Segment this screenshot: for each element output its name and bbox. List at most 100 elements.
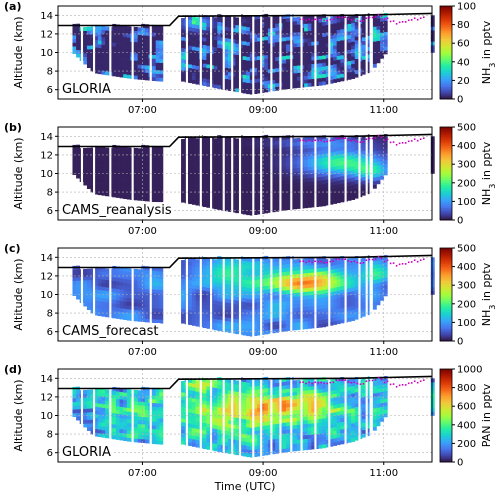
- heatmap-cell: [206, 321, 211, 326]
- heatmap-cell: [137, 45, 142, 50]
- cloud-top-marker: [353, 139, 356, 142]
- heatmap-cell: [336, 29, 341, 34]
- heatmap-cell: [318, 63, 323, 68]
- heatmap-cell: [376, 18, 381, 23]
- heatmap-cell: [286, 315, 290, 320]
- heatmap-cell: [430, 37, 435, 42]
- heatmap-cell: [159, 25, 164, 30]
- heatmap-cell: [271, 299, 276, 304]
- heatmap-cell: [90, 63, 95, 68]
- heatmap-cell: [380, 289, 385, 294]
- heatmap-cell: [249, 211, 254, 216]
- heatmap-cell: [123, 304, 128, 309]
- heatmap-cell: [181, 32, 185, 37]
- heatmap-cell: [144, 402, 149, 407]
- heatmap-cell: [101, 433, 106, 438]
- heatmap-cell: [253, 294, 258, 299]
- heatmap-cell: [275, 302, 280, 307]
- heatmap-cell: [336, 25, 341, 31]
- heatmap-cell: [351, 151, 356, 156]
- heatmap-cell: [260, 330, 265, 335]
- cloud-top-marker: [416, 260, 419, 263]
- heatmap-cell: [72, 38, 77, 43]
- heatmap-cell: [105, 30, 109, 35]
- heatmap-cell: [191, 72, 196, 77]
- heatmap-cell: [314, 18, 319, 23]
- cloud-top-marker: [356, 19, 359, 22]
- cloud-top-marker: [302, 260, 304, 262]
- heatmap-cell: [257, 33, 261, 38]
- heatmap-cell: [235, 322, 240, 327]
- heatmap-cell: [275, 265, 280, 270]
- heatmap-cell: [112, 152, 117, 157]
- heatmap-cell: [264, 146, 269, 151]
- heatmap-cell: [264, 300, 269, 305]
- heatmap-cell: [380, 47, 385, 52]
- heatmap-cell: [235, 164, 240, 169]
- colorbar-segment: [440, 189, 452, 191]
- heatmap-cell: [325, 80, 330, 85]
- heatmap-cell: [231, 24, 236, 29]
- heatmap-cell: [257, 147, 261, 152]
- heatmap-cell: [307, 144, 312, 149]
- colorbar-segment: [440, 61, 452, 64]
- heatmap-cell: [86, 283, 91, 288]
- heatmap-cell: [264, 160, 269, 165]
- heatmap-cell: [311, 78, 316, 83]
- heatmap-cell: [329, 72, 334, 77]
- heatmap-cell: [372, 264, 377, 269]
- heatmap-cell: [76, 276, 81, 281]
- heatmap-cell: [181, 425, 185, 430]
- heatmap-cell: [253, 162, 258, 167]
- heatmap-cell: [231, 281, 236, 286]
- heatmap-cell: [105, 408, 109, 413]
- heatmap-cell: [97, 168, 102, 173]
- heatmap-cell: [362, 184, 366, 189]
- heatmap-cell: [195, 76, 200, 81]
- heatmap-cell: [188, 283, 193, 288]
- heatmap-cell: [83, 159, 88, 164]
- heatmap-cell: [325, 141, 330, 146]
- heatmap-cell: [275, 45, 280, 50]
- heatmap-cell: [181, 51, 185, 56]
- heatmap-cell: [372, 158, 377, 163]
- heatmap-cell: [86, 279, 91, 284]
- heatmap-cell: [217, 289, 222, 294]
- heatmap-cell: [231, 68, 236, 73]
- colorbar-segment: [440, 83, 452, 86]
- heatmap-cell: [271, 193, 276, 198]
- heatmap-cell: [311, 74, 316, 79]
- cloud-top-marker: [423, 137, 425, 139]
- cloud-top-marker: [308, 260, 310, 263]
- heatmap-cell: [264, 267, 269, 272]
- heatmap-cell: [249, 328, 254, 333]
- heatmap-cell: [231, 307, 236, 312]
- heatmap-cell: [286, 73, 290, 78]
- heatmap-cell: [257, 78, 261, 83]
- heatmap-cell: [311, 143, 316, 148]
- heatmap-cell: [253, 166, 258, 171]
- heatmap-cell: [329, 269, 334, 274]
- heatmap-cell: [105, 419, 109, 424]
- heatmap-cell: [191, 79, 196, 84]
- cloud-top-marker: [335, 137, 338, 140]
- heatmap-cell: [72, 170, 77, 175]
- heatmap-cell: [141, 159, 146, 164]
- heatmap-cell: [267, 281, 272, 286]
- heatmap-cell: [134, 268, 138, 273]
- heatmap-cell: [235, 149, 240, 154]
- cloud-top-marker: [377, 13, 380, 16]
- heatmap-cell: [217, 66, 222, 71]
- heatmap-cell: [304, 189, 309, 194]
- heatmap-cell: [296, 149, 301, 154]
- heatmap-cell: [336, 161, 341, 166]
- heatmap-cell: [188, 185, 193, 190]
- colorbar-segment: [440, 198, 452, 201]
- heatmap-cell: [195, 69, 200, 74]
- cloud-top-marker: [395, 23, 398, 25]
- heatmap-cell: [228, 302, 233, 307]
- heatmap-cell: [155, 388, 160, 393]
- heatmap-cell: [264, 84, 269, 89]
- heatmap-cell: [155, 58, 160, 63]
